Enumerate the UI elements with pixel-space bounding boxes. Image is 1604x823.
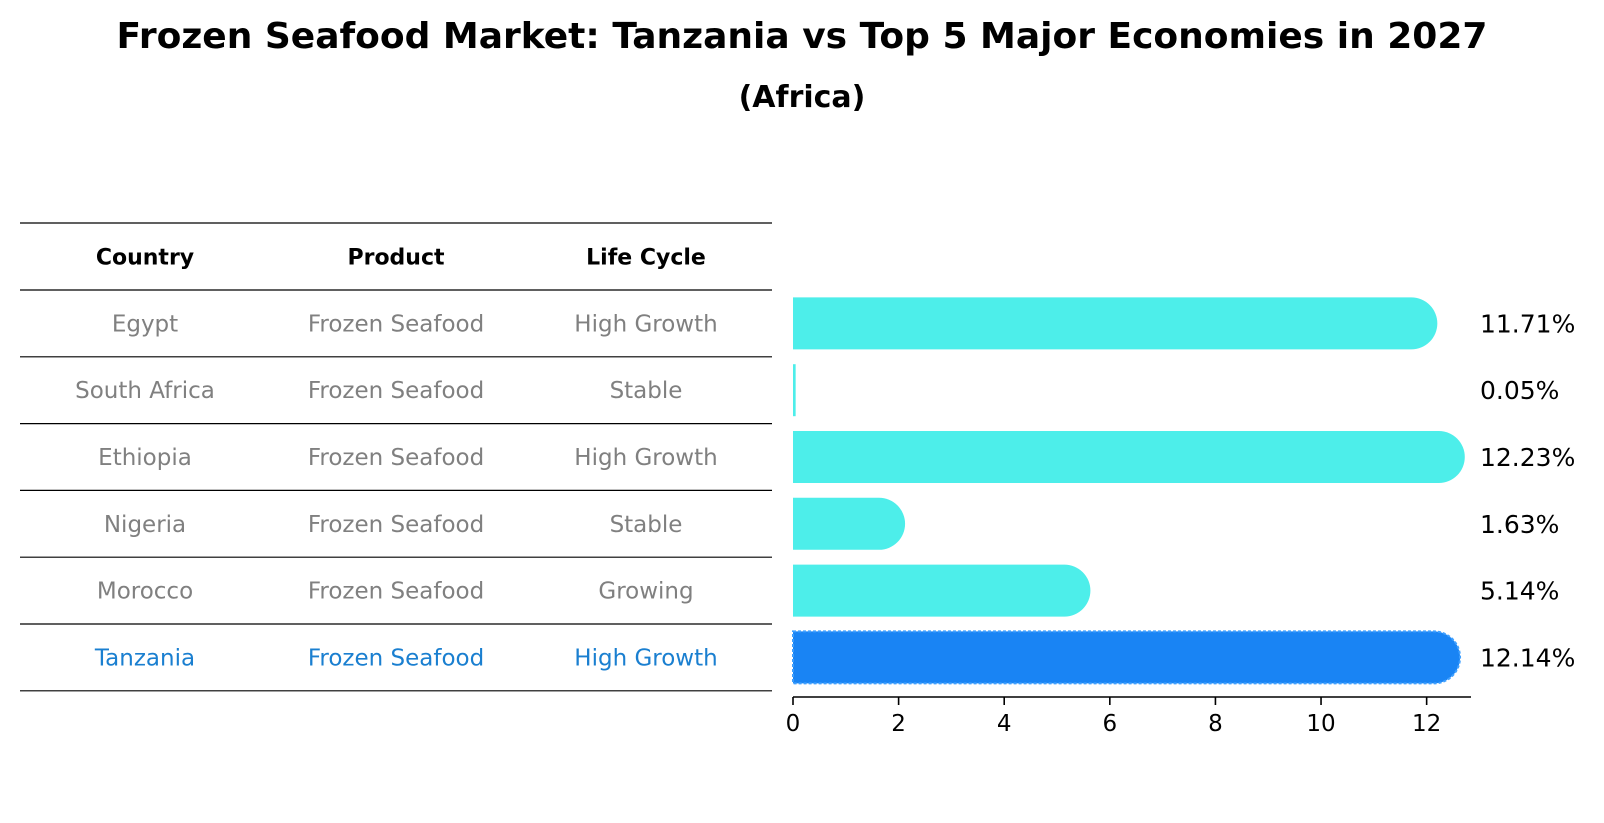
x-tick-label: 12 bbox=[1412, 711, 1441, 737]
bar-south-africa bbox=[793, 364, 796, 417]
table-header-life-cycle: Life Cycle bbox=[586, 246, 706, 271]
x-tick-label: 4 bbox=[997, 711, 1012, 737]
table-cell-product: Frozen Seafood bbox=[308, 378, 484, 404]
value-label-tanzania: 12.14% bbox=[1480, 643, 1575, 672]
table-header-country: Country bbox=[96, 246, 194, 271]
value-label-morocco: 5.14% bbox=[1480, 577, 1559, 606]
table-cell-life-cycle: High Growth bbox=[574, 445, 717, 471]
x-tick-label: 10 bbox=[1306, 711, 1335, 737]
x-tick-label: 8 bbox=[1208, 711, 1223, 737]
table-cell-product: Frozen Seafood bbox=[308, 512, 484, 538]
table-cell-country: Tanzania bbox=[94, 645, 195, 671]
table-cell-life-cycle: High Growth bbox=[574, 311, 717, 337]
table-cell-country: South Africa bbox=[75, 378, 215, 404]
chart-title: Frozen Seafood Market: Tanzania vs Top 5… bbox=[116, 16, 1488, 57]
x-tick-label: 2 bbox=[891, 711, 906, 737]
data-table: Country Product Life Cycle Egypt Frozen Seaf… bbox=[20, 222, 772, 692]
bar-morocco bbox=[793, 564, 1091, 617]
bar-plot: 11.71% 0.05% 12.23% 1.63% 5.14% 12.14% 0 2 4 6 8 10… bbox=[786, 297, 1575, 737]
bar-nigeria bbox=[793, 497, 906, 550]
table-cell-country: Ethiopia bbox=[98, 445, 192, 471]
table-cell-life-cycle: Stable bbox=[610, 512, 683, 538]
bar-egypt bbox=[793, 297, 1438, 350]
value-label-nigeria: 1.63% bbox=[1480, 510, 1559, 539]
table-cell-life-cycle: Stable bbox=[610, 378, 683, 404]
table-cell-product: Frozen Seafood bbox=[308, 579, 484, 605]
table-header-product: Product bbox=[347, 246, 445, 271]
table-cell-life-cycle: Growing bbox=[598, 579, 693, 605]
x-tick-label: 6 bbox=[1103, 711, 1118, 737]
value-label-ethiopia: 12.23% bbox=[1480, 443, 1575, 472]
bar-ethiopia bbox=[793, 431, 1465, 483]
value-label-egypt: 11.71% bbox=[1480, 309, 1575, 338]
chart-subtitle: (Africa) bbox=[738, 80, 866, 115]
table-cell-country: Nigeria bbox=[104, 512, 186, 538]
table-cell-product: Frozen Seafood bbox=[308, 445, 484, 471]
table-cell-life-cycle: High Growth bbox=[574, 645, 717, 671]
table-cell-product: Frozen Seafood bbox=[308, 645, 484, 671]
table-cell-country: Morocco bbox=[97, 579, 193, 605]
value-label-south-africa: 0.05% bbox=[1480, 376, 1559, 405]
x-tick-label: 0 bbox=[786, 711, 801, 737]
table-cell-product: Frozen Seafood bbox=[308, 311, 484, 337]
table-cell-country: Egypt bbox=[112, 311, 178, 337]
bar-tanzania bbox=[792, 630, 1462, 685]
